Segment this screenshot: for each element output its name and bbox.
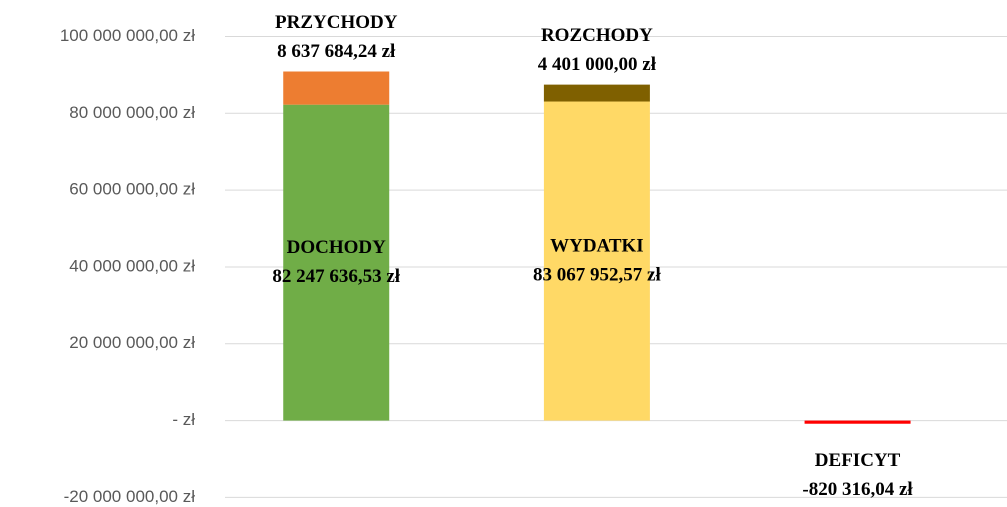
data-label-value: 8 637 684,24 zł <box>277 41 396 62</box>
bar-segment <box>283 104 390 421</box>
bar-segment <box>543 101 650 421</box>
data-label-value: -820 316,04 zł <box>802 479 913 500</box>
bar-segment <box>543 84 650 102</box>
bar-segment <box>283 71 390 105</box>
data-label-value: 82 247 636,53 zł <box>272 266 400 287</box>
data-label-name: PRZYCHODY <box>275 12 398 33</box>
y-tick-label: - zł <box>172 410 195 429</box>
data-label-name: ROZCHODY <box>541 25 653 46</box>
bar-segment <box>804 420 911 424</box>
y-tick-label: 60 000 000,00 zł <box>69 180 195 199</box>
data-label-name: WYDATKI <box>550 235 644 256</box>
y-tick-label: 80 000 000,00 zł <box>69 103 195 122</box>
y-tick-label: 40 000 000,00 zł <box>69 256 195 275</box>
data-label-name: DOCHODY <box>287 237 387 258</box>
data-label-name: DEFICYT <box>815 450 901 471</box>
y-tick-label: -20 000 000,00 zł <box>64 487 196 506</box>
y-tick-label: 100 000 000,00 zł <box>60 26 195 45</box>
data-label-value: 4 401 000,00 zł <box>538 54 657 75</box>
y-tick-label: 20 000 000,00 zł <box>69 333 195 352</box>
data-label-value: 83 067 952,57 zł <box>533 264 661 285</box>
